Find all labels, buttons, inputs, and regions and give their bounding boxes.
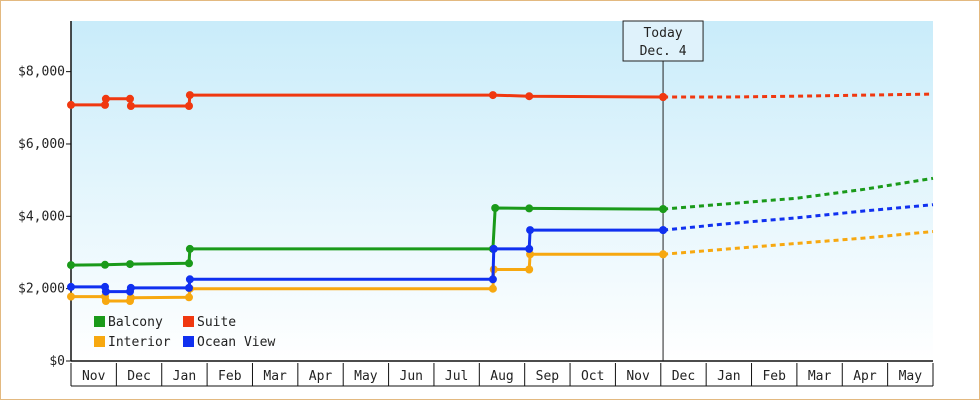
- data-point-interior[interactable]: [185, 293, 193, 302]
- data-point-interior[interactable]: [659, 250, 668, 259]
- legend-label-balcony: Balcony: [108, 315, 163, 330]
- data-point-ocean-view[interactable]: [659, 226, 668, 235]
- data-point-ocean-view[interactable]: [489, 244, 498, 253]
- data-point-ocean-view[interactable]: [526, 226, 535, 235]
- series-forecast-ocean-view: [662, 203, 934, 232]
- data-point-ocean-view[interactable]: [525, 244, 534, 253]
- today-box: [622, 20, 704, 62]
- data-point-ocean-view[interactable]: [67, 282, 75, 291]
- x-tick-label: Dec: [672, 369, 695, 384]
- x-tick-label: Sep: [536, 369, 560, 384]
- legend-label-interior: Interior: [108, 335, 171, 350]
- x-tick-label: May: [899, 369, 923, 384]
- y-tick-label: $8,000: [18, 65, 65, 80]
- data-point-interior[interactable]: [101, 297, 110, 305]
- x-tick-label: Feb: [762, 369, 786, 384]
- data-point-suite[interactable]: [488, 91, 497, 100]
- today-label: Today: [643, 26, 682, 41]
- x-tick-label: Jun: [400, 369, 423, 384]
- x-tick-label: Feb: [218, 369, 242, 384]
- x-tick-label: Mar: [808, 369, 832, 384]
- data-point-balcony[interactable]: [659, 205, 668, 214]
- axes: $0 $2,000 $4,000 $6,000 $8,000 Nov Dec Jan Feb Ma…: [18, 21, 934, 387]
- data-point-suite[interactable]: [101, 100, 109, 109]
- data-point-balcony[interactable]: [185, 259, 193, 268]
- plot-background: [71, 21, 933, 361]
- today-date: Dec. 4: [640, 44, 687, 59]
- data-point-interior[interactable]: [488, 284, 497, 293]
- x-tick-label: Mar: [263, 369, 287, 384]
- x-tick-label: Jan: [717, 369, 740, 384]
- data-point-balcony[interactable]: [525, 204, 534, 213]
- data-point-interior[interactable]: [126, 293, 135, 302]
- data-point-balcony[interactable]: [101, 260, 109, 269]
- data-point-suite[interactable]: [101, 94, 110, 103]
- legend-swatch-interior: [94, 336, 105, 347]
- legend-label-suite: Suite: [197, 315, 236, 330]
- data-point-balcony[interactable]: [126, 260, 134, 269]
- y-tick-label: $0: [49, 354, 65, 369]
- series-forecast-balcony: [662, 176, 934, 211]
- y-tick-label: $6,000: [18, 137, 65, 152]
- x-tick-label: Nov: [626, 369, 650, 384]
- data-point-balcony[interactable]: [185, 244, 194, 253]
- today-marker: Today Dec. 4: [622, 20, 704, 361]
- x-tick-label: Jan: [173, 369, 196, 384]
- y-tick-label: $2,000: [18, 282, 65, 297]
- data-point-ocean-view[interactable]: [101, 287, 110, 296]
- data-point-suite[interactable]: [126, 94, 134, 103]
- data-point-suite[interactable]: [185, 91, 194, 100]
- series-forecast-interior: [662, 230, 934, 256]
- legend-swatch-ocean-view: [183, 336, 194, 347]
- data-point-ocean-view[interactable]: [185, 275, 194, 284]
- data-point-balcony[interactable]: [491, 204, 500, 212]
- series-group: [67, 91, 934, 305]
- y-tick-label: $4,000: [18, 209, 65, 224]
- data-point-balcony[interactable]: [67, 261, 75, 270]
- data-point-ocean-view[interactable]: [185, 283, 193, 292]
- legend-swatch-balcony: [94, 316, 105, 327]
- x-tick-label: Aug: [490, 369, 513, 384]
- x-tick-label: Jul: [445, 369, 468, 384]
- legend: Balcony Suite Interior Ocean View: [94, 315, 275, 350]
- x-tick-label: Oct: [581, 369, 604, 384]
- data-point-suite[interactable]: [126, 102, 135, 110]
- data-point-suite[interactable]: [659, 93, 668, 101]
- x-tick-label: Apr: [309, 369, 333, 384]
- data-point-suite[interactable]: [525, 92, 534, 101]
- data-point-suite[interactable]: [185, 102, 193, 110]
- x-tick-label: May: [354, 369, 378, 384]
- data-point-ocean-view[interactable]: [126, 283, 135, 292]
- x-tick-label: Apr: [853, 369, 877, 384]
- legend-label-ocean-view: Ocean View: [197, 335, 275, 350]
- data-point-interior[interactable]: [525, 265, 534, 274]
- data-point-ocean-view[interactable]: [488, 275, 497, 284]
- x-tick-label: Nov: [82, 369, 106, 384]
- data-point-interior[interactable]: [67, 292, 75, 301]
- data-point-suite[interactable]: [67, 100, 75, 109]
- legend-swatch-suite: [183, 316, 194, 327]
- x-tick-label: Dec: [127, 369, 150, 384]
